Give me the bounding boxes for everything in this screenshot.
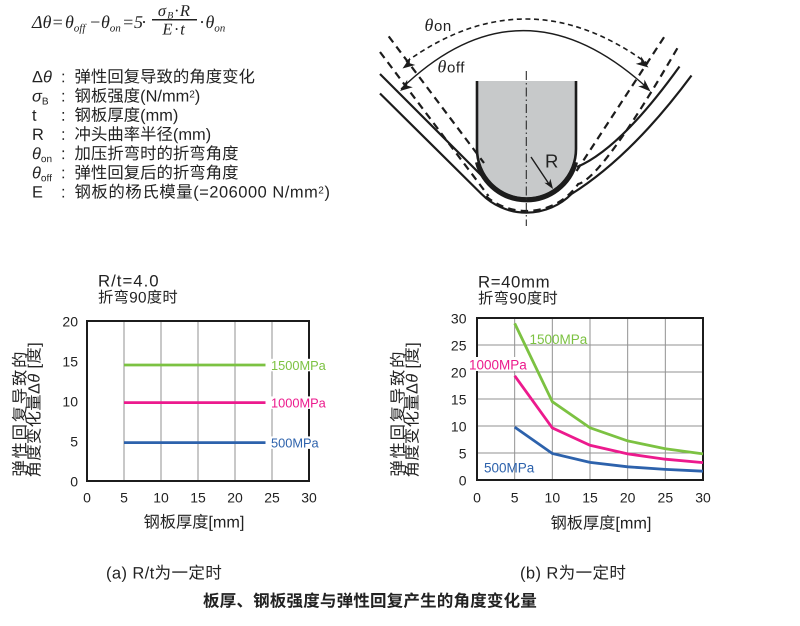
svg-text:R=40mm: R=40mm [478, 273, 550, 292]
svg-text:20: 20 [451, 364, 467, 380]
svg-text:off: off [447, 60, 465, 77]
svg-text:1500MPa: 1500MPa [530, 332, 588, 347]
svg-text:θ: θ [438, 57, 447, 77]
svg-text:0: 0 [83, 490, 91, 506]
svg-text:10: 10 [451, 418, 467, 434]
svg-text:10: 10 [545, 490, 561, 506]
svg-text:on: on [434, 18, 452, 35]
svg-text:15: 15 [190, 490, 206, 506]
svg-text:30: 30 [451, 310, 467, 326]
svg-text:0: 0 [70, 473, 78, 489]
svg-text:500MPa: 500MPa [484, 461, 535, 476]
svg-text:1000MPa: 1000MPa [271, 396, 327, 411]
svg-text:R: R [545, 151, 558, 172]
svg-text:1000MPa: 1000MPa [469, 358, 527, 373]
svg-text:30: 30 [695, 490, 711, 506]
svg-text:15: 15 [582, 490, 598, 506]
svg-text:15: 15 [451, 391, 467, 407]
svg-text:θ: θ [425, 15, 434, 35]
svg-text:20: 20 [620, 490, 636, 506]
svg-text:500MPa: 500MPa [271, 436, 320, 451]
svg-text:25: 25 [658, 490, 674, 506]
svg-text:0: 0 [459, 472, 467, 488]
svg-text:10: 10 [62, 393, 78, 409]
svg-text:1500MPa: 1500MPa [271, 358, 327, 373]
svg-text:5: 5 [120, 490, 128, 506]
svg-text:5: 5 [459, 445, 467, 461]
svg-text:30: 30 [301, 490, 317, 506]
svg-text:0: 0 [473, 490, 481, 506]
svg-text:25: 25 [264, 490, 280, 506]
svg-text:10: 10 [153, 490, 169, 506]
svg-text:R/t=4.0: R/t=4.0 [98, 272, 160, 291]
svg-text:5: 5 [70, 433, 78, 449]
svg-text:20: 20 [227, 490, 243, 506]
svg-text:15: 15 [62, 353, 78, 369]
svg-text:25: 25 [451, 337, 467, 353]
svg-text:20: 20 [62, 313, 78, 329]
svg-text:5: 5 [511, 490, 519, 506]
